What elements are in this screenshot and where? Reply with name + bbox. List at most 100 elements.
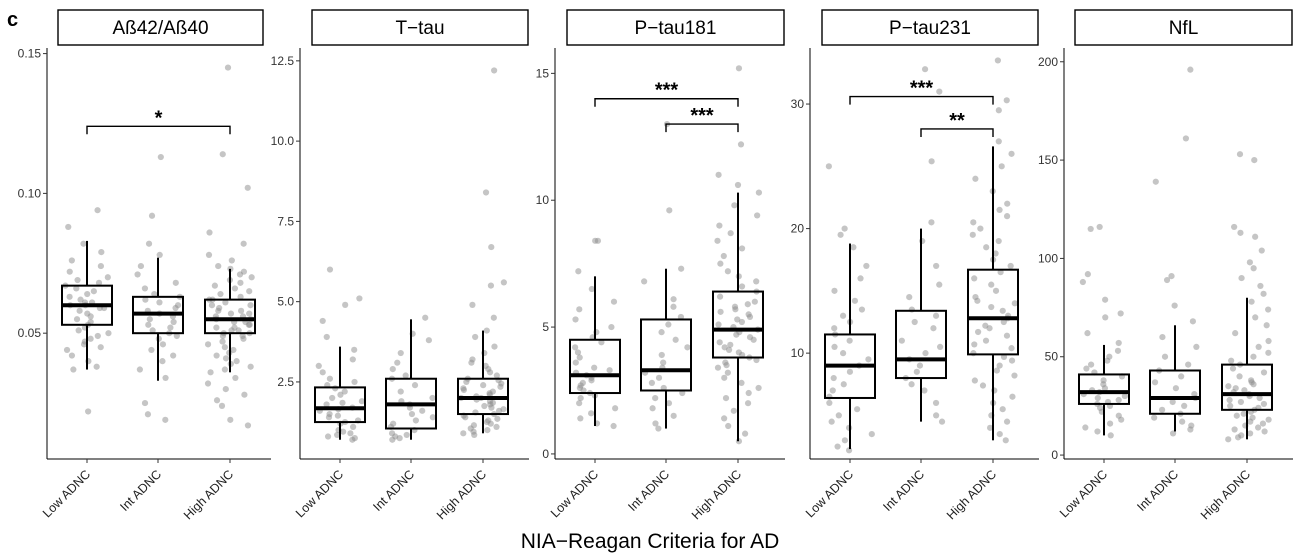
- data-point: [460, 430, 467, 437]
- data-point: [237, 279, 244, 286]
- data-point: [755, 384, 762, 392]
- data-point: [142, 296, 149, 303]
- data-point: [1258, 247, 1265, 254]
- significance-bracket: [920, 128, 994, 137]
- data-point: [992, 287, 1000, 294]
- data-point: [324, 433, 332, 440]
- data-point: [999, 307, 1006, 314]
- data-point: [342, 301, 349, 308]
- panel-strip: [566, 9, 785, 46]
- data-point: [1265, 349, 1272, 356]
- data-point: [340, 428, 347, 435]
- data-point: [731, 202, 738, 209]
- data-point: [490, 314, 497, 321]
- data-point: [136, 366, 143, 373]
- data-point: [588, 410, 595, 417]
- data-point: [80, 341, 88, 348]
- data-point: [94, 207, 101, 214]
- data-point: [717, 260, 724, 267]
- data-point: [208, 302, 216, 309]
- data-point: [159, 341, 167, 348]
- data-point: [727, 230, 734, 237]
- data-point: [996, 430, 1003, 438]
- data-point: [412, 417, 419, 424]
- data-point: [1251, 156, 1258, 164]
- data-point: [982, 337, 990, 344]
- data-point: [1257, 282, 1264, 290]
- data-point: [665, 400, 673, 407]
- data-point: [1260, 400, 1268, 408]
- data-point: [717, 308, 724, 315]
- y-tick-label: 200: [1038, 55, 1058, 69]
- data-point: [1236, 373, 1243, 380]
- data-point: [1193, 343, 1200, 351]
- data-point: [913, 368, 920, 375]
- data-point: [840, 381, 847, 388]
- data-point: [462, 414, 469, 421]
- significance-label: ***: [910, 78, 934, 100]
- data-point: [745, 389, 752, 397]
- data-point: [151, 290, 158, 298]
- data-point: [1252, 233, 1259, 240]
- data-point: [205, 251, 213, 258]
- data-point: [1163, 276, 1171, 284]
- data-point: [588, 377, 595, 384]
- data-point: [714, 237, 721, 244]
- data-point: [323, 333, 330, 341]
- data-point: [898, 337, 905, 344]
- data-point: [658, 329, 665, 336]
- data-point: [1009, 393, 1016, 400]
- data-point: [574, 349, 582, 356]
- data-point: [841, 225, 848, 232]
- data-point: [68, 257, 75, 264]
- box-iqr: [640, 318, 692, 392]
- data-point: [213, 352, 220, 359]
- data-point: [156, 299, 163, 306]
- data-point: [724, 268, 731, 275]
- data-point: [1178, 373, 1185, 380]
- data-point: [1003, 418, 1011, 425]
- data-point: [222, 355, 230, 362]
- data-point: [240, 240, 247, 247]
- data-point: [1011, 372, 1018, 379]
- y-tick-label: 10: [791, 346, 805, 360]
- data-point: [826, 399, 833, 407]
- data-point: [996, 206, 1003, 214]
- data-point: [1151, 414, 1158, 421]
- data-point: [66, 293, 73, 300]
- data-point: [145, 321, 152, 328]
- data-point: [911, 318, 918, 326]
- data-point: [1003, 97, 1010, 104]
- data-point: [468, 359, 475, 366]
- data-point: [975, 328, 982, 336]
- data-point: [1250, 353, 1257, 360]
- data-point: [326, 375, 334, 382]
- data-point: [735, 65, 743, 72]
- data-point: [486, 369, 494, 376]
- data-point: [497, 383, 504, 390]
- data-point: [1096, 223, 1103, 231]
- data-point: [235, 327, 242, 334]
- data-point: [228, 327, 235, 334]
- data-point: [351, 346, 358, 353]
- data-point: [1008, 345, 1015, 352]
- data-point: [85, 408, 92, 415]
- data-point: [1159, 333, 1166, 341]
- data-point: [204, 380, 212, 387]
- data-point: [1171, 302, 1178, 309]
- data-point: [87, 335, 94, 342]
- data-point: [241, 391, 248, 398]
- data-point: [76, 307, 83, 314]
- data-point: [851, 297, 859, 304]
- data-point: [463, 378, 470, 386]
- data-point: [660, 359, 667, 366]
- data-point: [988, 281, 995, 288]
- data-point: [237, 293, 244, 300]
- data-point: [753, 278, 760, 285]
- data-point: [247, 363, 254, 370]
- x-tick-label: High ADNC: [181, 467, 236, 522]
- data-point: [323, 401, 330, 408]
- x-tick-label: Int ADNC: [117, 467, 164, 514]
- data-point: [480, 382, 487, 389]
- data-point: [80, 240, 87, 247]
